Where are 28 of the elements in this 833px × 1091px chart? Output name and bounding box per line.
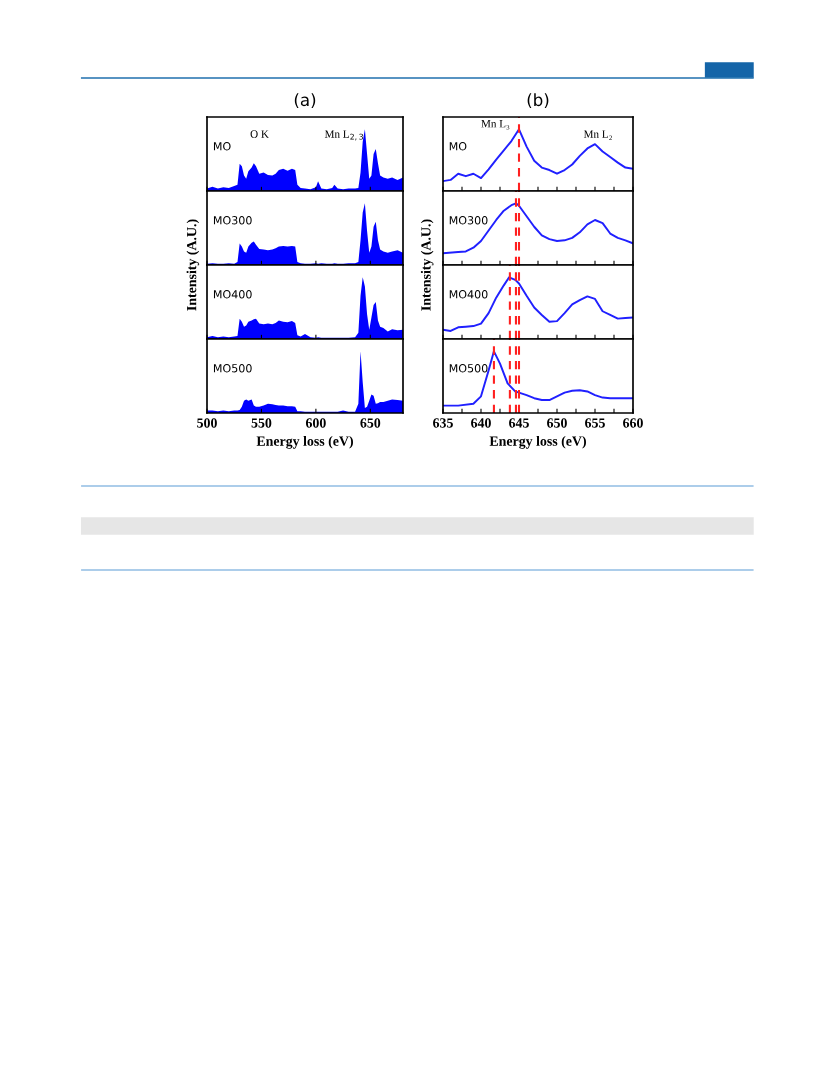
x-tick-label: 660: [623, 418, 643, 428]
x-tick-label: 650: [360, 418, 381, 428]
x-tick-label: 650: [547, 418, 567, 428]
annotation: MO: [449, 142, 467, 151]
x-tick-label: 550: [251, 418, 272, 428]
annotation: MO: [213, 142, 231, 151]
x-tick-label: 600: [305, 418, 326, 428]
y-axis-title: Intensity (A.U.): [186, 219, 200, 311]
x-tick-label: 645: [509, 418, 529, 428]
annotation: Mn L$_{2,3}$: [324, 130, 363, 141]
x-tick-label: 500: [197, 418, 217, 428]
annotation: MO500: [449, 364, 488, 373]
x-tick-label: 640: [471, 418, 491, 428]
annotation: MO300: [449, 216, 488, 225]
annotation: MO400: [213, 290, 252, 299]
annotation: MO300: [213, 216, 252, 225]
chart-title: (a): [294, 93, 316, 109]
x-axis-title: Energy loss (eV): [489, 436, 586, 449]
annotation: Mn L₃: [481, 120, 510, 130]
annotation: MO400: [449, 290, 488, 299]
y-axis-title: Intensity (A.U.): [420, 219, 434, 311]
x-tick-label: 635: [433, 418, 453, 428]
x-tick-label: 655: [585, 418, 605, 428]
chart-title: (b): [527, 93, 549, 109]
annotation: O K: [250, 130, 269, 138]
x-axis-title: Energy loss (eV): [256, 436, 353, 449]
annotation: MO500: [213, 364, 252, 373]
annotation: Mn L₂: [583, 130, 612, 140]
